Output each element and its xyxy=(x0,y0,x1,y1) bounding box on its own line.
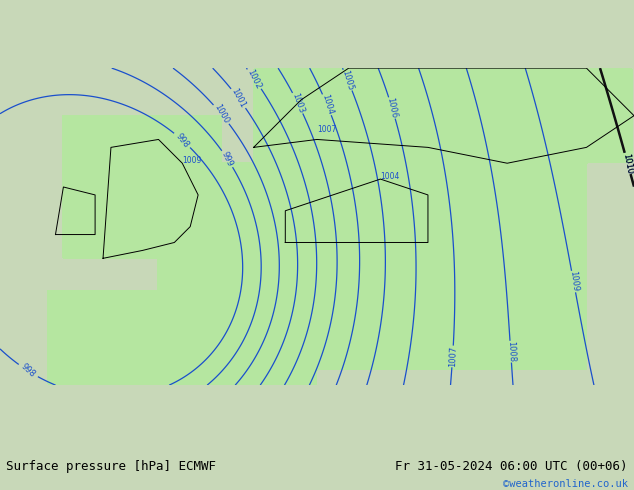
Text: 1010: 1010 xyxy=(621,152,634,174)
Text: 1002: 1002 xyxy=(246,68,263,91)
Text: 1004: 1004 xyxy=(320,94,334,116)
Text: 1008: 1008 xyxy=(506,341,515,363)
Text: Surface pressure [hPa] ECMWF: Surface pressure [hPa] ECMWF xyxy=(6,460,216,473)
Text: ©weatheronline.co.uk: ©weatheronline.co.uk xyxy=(503,480,628,490)
Text: 1003: 1003 xyxy=(290,92,306,115)
Text: 999: 999 xyxy=(220,150,235,168)
Text: 1007: 1007 xyxy=(448,346,458,367)
Text: 1007: 1007 xyxy=(317,124,337,134)
Text: 1004: 1004 xyxy=(380,172,400,181)
Text: 1010: 1010 xyxy=(621,152,634,174)
Text: 1006: 1006 xyxy=(385,97,399,119)
Text: 1005: 1005 xyxy=(340,69,355,92)
Text: 1009: 1009 xyxy=(567,270,579,293)
Text: 1001: 1001 xyxy=(230,87,247,110)
Text: Fr 31-05-2024 06:00 UTC (00+06): Fr 31-05-2024 06:00 UTC (00+06) xyxy=(395,460,628,473)
Text: 998: 998 xyxy=(174,131,191,149)
Text: 1000: 1000 xyxy=(212,103,231,125)
Text: 998: 998 xyxy=(19,362,37,379)
Text: 1009: 1009 xyxy=(183,156,202,165)
